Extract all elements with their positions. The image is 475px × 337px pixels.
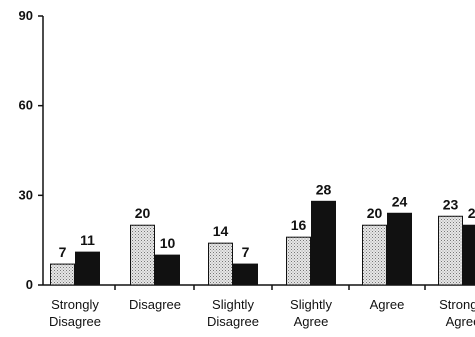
bar	[75, 251, 100, 286]
category-label: Disagree	[129, 297, 181, 312]
data-label: 14	[213, 223, 229, 239]
data-label: 20	[468, 205, 475, 221]
bar	[155, 254, 180, 286]
y-tick-label: 30	[19, 187, 33, 202]
bar	[286, 236, 311, 286]
category-label-line: Disagree	[207, 314, 259, 329]
y-tick-label: 90	[19, 8, 33, 23]
category-label-line: Slightly	[212, 297, 254, 312]
data-label: 23	[443, 196, 459, 212]
bar	[50, 263, 75, 286]
category-label: Slightly Agree	[290, 297, 332, 329]
category-labels: Strongly Disagree Disagree Slightly Disagree…	[49, 297, 475, 329]
category-label-line: Strongly	[51, 297, 99, 312]
y-tick-label: 60	[19, 98, 33, 113]
bar	[362, 224, 387, 286]
bar	[208, 242, 233, 286]
category-label: Agree	[370, 297, 405, 312]
bar	[438, 215, 463, 286]
category-label-line: Agree	[370, 297, 405, 312]
data-label: 7	[59, 244, 67, 260]
data-label: 16	[291, 217, 307, 233]
y-ticks: 0 30 60 90	[19, 8, 43, 292]
category-label-line: Agree	[294, 314, 329, 329]
category-label: Strongly Disagree	[49, 297, 101, 329]
bars	[50, 200, 475, 286]
y-tick-label: 0	[26, 277, 33, 292]
bar	[463, 224, 475, 286]
category-label: Strongly Agree	[439, 297, 475, 329]
bar	[387, 212, 412, 286]
data-label: 11	[80, 232, 95, 248]
category-label-line: Disagree	[129, 297, 181, 312]
data-label: 28	[316, 181, 332, 197]
category-label-line: Agree	[446, 314, 475, 329]
data-label: 20	[135, 205, 151, 221]
bar	[233, 263, 258, 286]
category-label-line: Slightly	[290, 297, 332, 312]
data-label: 10	[160, 235, 176, 251]
bar	[311, 200, 336, 286]
category-label: Slightly Disagree	[207, 297, 259, 329]
data-label: 24	[392, 193, 408, 209]
data-label: 20	[367, 205, 383, 221]
data-labels: 7 11 20 10 14 7 16 28 20 24 23 20	[59, 181, 475, 260]
bar	[130, 224, 155, 286]
category-label-line: Strongly	[439, 297, 475, 312]
data-label: 7	[242, 244, 250, 260]
category-label-line: Disagree	[49, 314, 101, 329]
